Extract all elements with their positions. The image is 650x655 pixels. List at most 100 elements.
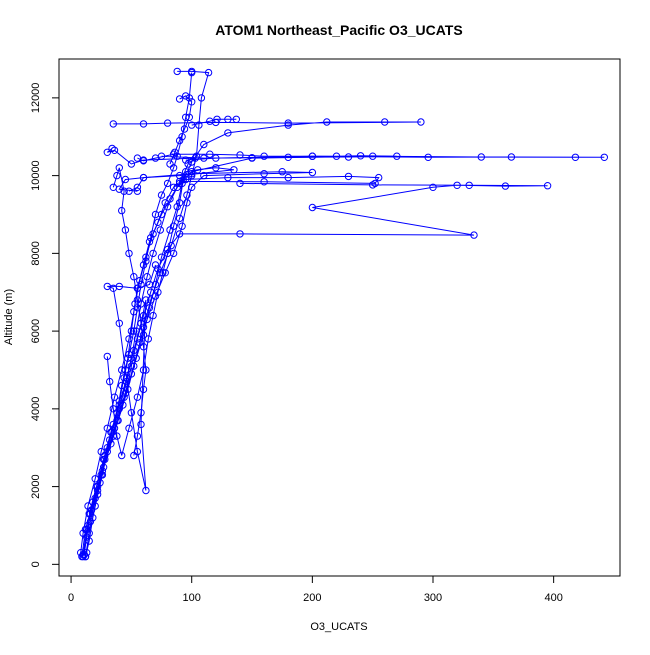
data-point — [130, 451, 138, 460]
data-point — [113, 171, 121, 180]
series-line — [106, 167, 234, 456]
data-point — [178, 222, 186, 230]
data-point — [139, 366, 148, 374]
data-point — [85, 529, 93, 537]
data-point — [115, 164, 124, 172]
data-point — [278, 168, 286, 176]
x-tick-label: 400 — [544, 592, 562, 604]
data-point — [115, 282, 124, 291]
data-point — [248, 154, 256, 162]
data-point — [139, 173, 148, 182]
data-point — [78, 552, 86, 561]
data-point — [179, 175, 188, 184]
data-point — [175, 95, 184, 103]
data-point — [369, 181, 377, 189]
x-tick-label: 100 — [183, 592, 201, 604]
x-tick-label: 200 — [303, 592, 321, 604]
data-point — [149, 311, 157, 320]
data-point — [118, 206, 126, 215]
data-point — [91, 502, 99, 510]
series-9 — [85, 261, 160, 518]
data-point — [142, 366, 150, 374]
series-8 — [81, 144, 200, 561]
data-point — [236, 151, 244, 159]
data-point — [107, 428, 115, 436]
data-point — [139, 331, 148, 339]
series-14 — [188, 115, 241, 129]
data-point — [344, 172, 353, 181]
data-point — [157, 210, 166, 219]
y-tick-label: 4000 — [30, 397, 42, 421]
data-point — [139, 120, 148, 128]
series-2 — [77, 172, 383, 557]
data-point — [130, 346, 138, 355]
series-line — [85, 148, 197, 557]
data-point — [206, 150, 214, 158]
data-point — [356, 152, 365, 160]
data-point — [230, 166, 238, 174]
y-tick-label: 10000 — [30, 160, 42, 191]
y-axis: 0 2000 4000 6000 8000 10000 12000 — [30, 83, 60, 567]
data-point — [125, 187, 133, 195]
data-point — [381, 118, 389, 126]
data-point — [183, 191, 191, 199]
data-point — [109, 405, 118, 413]
data-point — [465, 181, 473, 190]
data-point — [124, 354, 132, 362]
series-12 — [133, 150, 401, 165]
data-point — [175, 214, 184, 223]
data-point — [163, 249, 172, 258]
data-point — [109, 183, 118, 192]
data-point — [200, 171, 208, 180]
data-point — [149, 249, 157, 258]
data-point — [156, 226, 165, 234]
data-point — [417, 118, 425, 126]
data-point — [154, 288, 162, 296]
data-point — [139, 385, 148, 394]
data-point — [232, 115, 241, 124]
data-point — [175, 171, 184, 180]
data-point — [501, 182, 510, 190]
data-point — [260, 170, 268, 178]
data-point — [175, 199, 184, 207]
data-point — [125, 424, 133, 432]
data-point — [113, 432, 121, 440]
series-line — [83, 171, 313, 555]
series-line — [88, 264, 156, 514]
data-point — [183, 199, 191, 207]
data-point — [188, 98, 196, 106]
data-point — [184, 160, 192, 168]
x-tick-label: 0 — [68, 592, 74, 604]
data-point — [163, 119, 172, 127]
data-point — [157, 191, 166, 199]
data-point — [136, 276, 144, 285]
series-line — [169, 95, 193, 165]
data-point — [470, 231, 478, 239]
data-point — [125, 335, 133, 343]
data-point — [121, 366, 130, 374]
data-point — [182, 92, 190, 100]
data-point — [144, 335, 153, 343]
data-point — [121, 226, 130, 234]
data-point — [108, 144, 116, 153]
series-10 — [103, 164, 238, 460]
data-point — [173, 183, 181, 192]
data-point — [99, 455, 108, 464]
data-point — [477, 153, 485, 161]
data-point — [507, 153, 516, 161]
data-point — [175, 136, 184, 145]
data-point — [133, 296, 142, 304]
data-point — [109, 120, 118, 128]
y-axis-label: Altitude (m) — [3, 289, 15, 345]
data-point — [224, 115, 232, 124]
data-point — [323, 118, 331, 126]
series-layer — [77, 67, 608, 561]
data-point — [81, 552, 90, 561]
data-point — [180, 125, 189, 133]
data-point — [185, 113, 194, 122]
data-point — [115, 319, 124, 327]
data-point — [120, 187, 128, 195]
data-point — [194, 166, 202, 174]
data-point — [159, 269, 167, 277]
